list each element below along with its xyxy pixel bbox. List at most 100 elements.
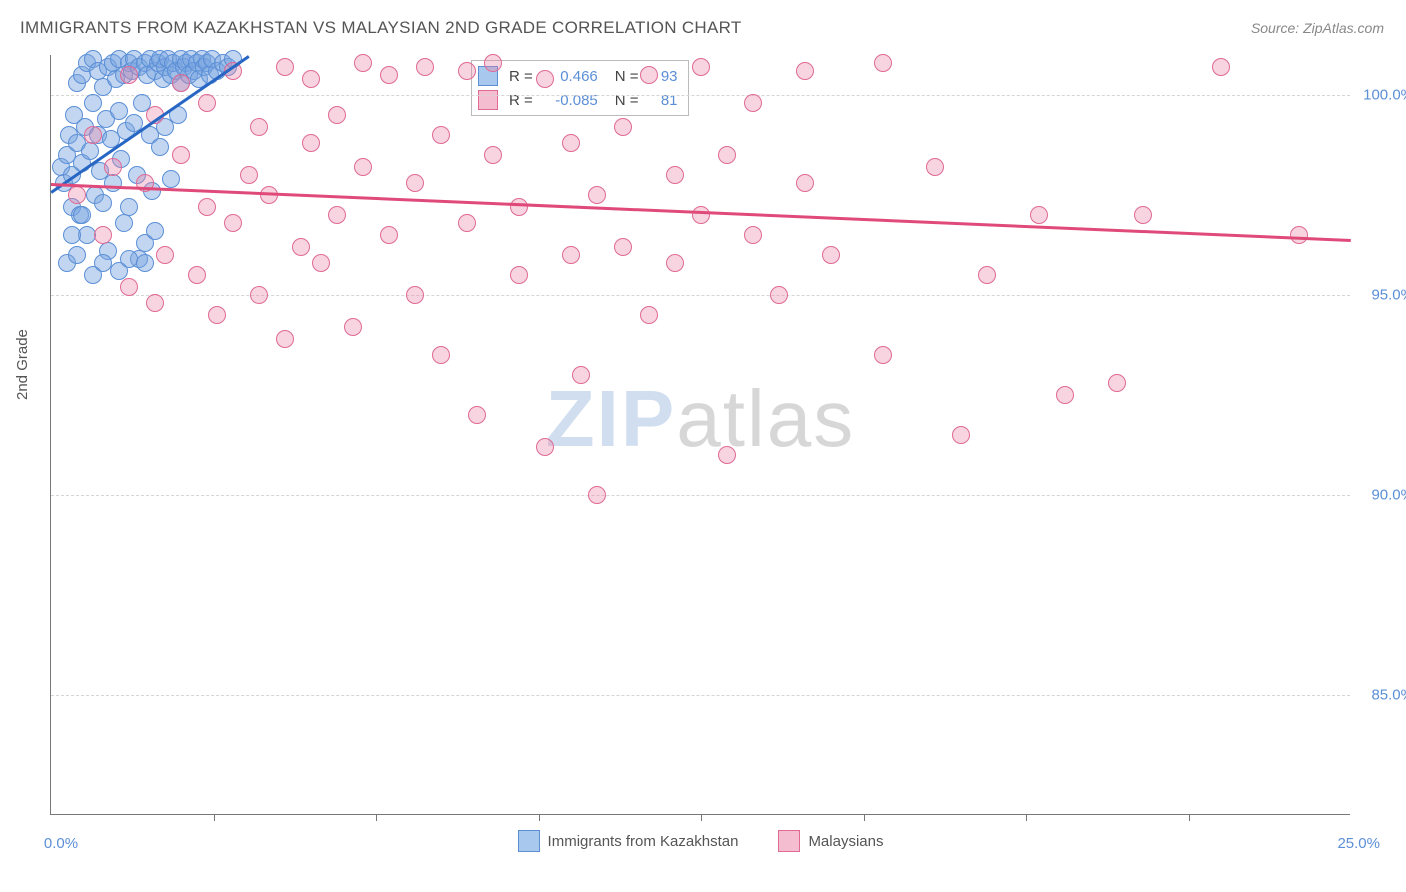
data-point: [328, 206, 346, 224]
data-point: [81, 142, 99, 160]
data-point: [1134, 206, 1152, 224]
data-point: [718, 146, 736, 164]
watermark-atlas: atlas: [676, 374, 855, 463]
x-tick-label: 0.0%: [44, 835, 78, 852]
data-point: [156, 246, 174, 264]
x-tick: [701, 814, 702, 821]
x-tick: [214, 814, 215, 821]
data-point: [510, 266, 528, 284]
data-point: [468, 406, 486, 424]
data-point: [614, 118, 632, 136]
data-point: [978, 266, 996, 284]
data-point: [120, 198, 138, 216]
data-point: [302, 134, 320, 152]
data-point: [224, 214, 242, 232]
data-point: [172, 146, 190, 164]
grid-line: [51, 495, 1350, 496]
x-tick: [1026, 814, 1027, 821]
data-point: [562, 246, 580, 264]
data-point: [718, 446, 736, 464]
data-point: [1108, 374, 1126, 392]
legend-item: Immigrants from Kazakhstan: [518, 830, 739, 852]
data-point: [68, 186, 86, 204]
data-point: [614, 238, 632, 256]
data-point: [640, 306, 658, 324]
data-point: [344, 318, 362, 336]
data-point: [120, 66, 138, 84]
data-point: [952, 426, 970, 444]
data-point: [692, 58, 710, 76]
data-point: [354, 54, 372, 72]
data-point: [484, 54, 502, 72]
r-label: R =: [509, 68, 533, 85]
data-point: [588, 186, 606, 204]
y-tick-label: 95.0%: [1371, 287, 1406, 304]
legend-label: Malaysians: [808, 833, 883, 850]
data-point: [874, 346, 892, 364]
series-legend: Immigrants from Kazakhstan Malaysians: [51, 830, 1350, 852]
x-tick: [376, 814, 377, 821]
x-tick-label: 25.0%: [1337, 835, 1380, 852]
data-point: [198, 198, 216, 216]
data-point: [84, 94, 102, 112]
watermark: ZIPatlas: [546, 373, 855, 465]
y-tick-label: 85.0%: [1371, 687, 1406, 704]
data-point: [188, 266, 206, 284]
data-point: [172, 74, 190, 92]
data-point: [115, 214, 133, 232]
data-point: [151, 138, 169, 156]
data-point: [572, 366, 590, 384]
legend-item: Malaysians: [778, 830, 883, 852]
y-tick-label: 90.0%: [1371, 487, 1406, 504]
data-point: [94, 226, 112, 244]
data-point: [666, 166, 684, 184]
data-point: [1290, 226, 1308, 244]
data-point: [302, 70, 320, 88]
data-point: [796, 62, 814, 80]
data-point: [136, 254, 154, 272]
data-point: [276, 330, 294, 348]
legend-row: R =-0.085N =81: [478, 88, 678, 112]
data-point: [63, 226, 81, 244]
data-point: [94, 194, 112, 212]
data-point: [536, 70, 554, 88]
data-point: [432, 346, 450, 364]
legend-label: Immigrants from Kazakhstan: [548, 833, 739, 850]
data-point: [110, 102, 128, 120]
data-point: [104, 174, 122, 192]
data-point: [120, 278, 138, 296]
x-tick: [539, 814, 540, 821]
data-point: [432, 126, 450, 144]
chart-title: IMMIGRANTS FROM KAZAKHSTAN VS MALAYSIAN …: [20, 18, 742, 38]
data-point: [458, 214, 476, 232]
data-point: [744, 94, 762, 112]
data-point: [1212, 58, 1230, 76]
data-point: [536, 438, 554, 456]
grid-line: [51, 95, 1350, 96]
data-point: [68, 246, 86, 264]
x-tick: [864, 814, 865, 821]
data-point: [162, 170, 180, 188]
data-point: [666, 254, 684, 272]
data-point: [1056, 386, 1074, 404]
legend-swatch: [778, 830, 800, 852]
data-point: [926, 158, 944, 176]
grid-line: [51, 695, 1350, 696]
data-point: [292, 238, 310, 256]
data-point: [406, 174, 424, 192]
y-axis-label: 2nd Grade: [14, 329, 31, 400]
data-point: [1030, 206, 1048, 224]
data-point: [250, 286, 268, 304]
x-tick: [1189, 814, 1190, 821]
legend-swatch: [478, 90, 498, 110]
legend-swatch: [518, 830, 540, 852]
data-point: [874, 54, 892, 72]
data-point: [208, 306, 226, 324]
data-point: [458, 62, 476, 80]
data-point: [640, 66, 658, 84]
n-label: N =: [615, 68, 639, 85]
source-attribution: Source: ZipAtlas.com: [1251, 20, 1384, 36]
data-point: [240, 166, 258, 184]
data-point: [796, 174, 814, 192]
data-point: [510, 198, 528, 216]
